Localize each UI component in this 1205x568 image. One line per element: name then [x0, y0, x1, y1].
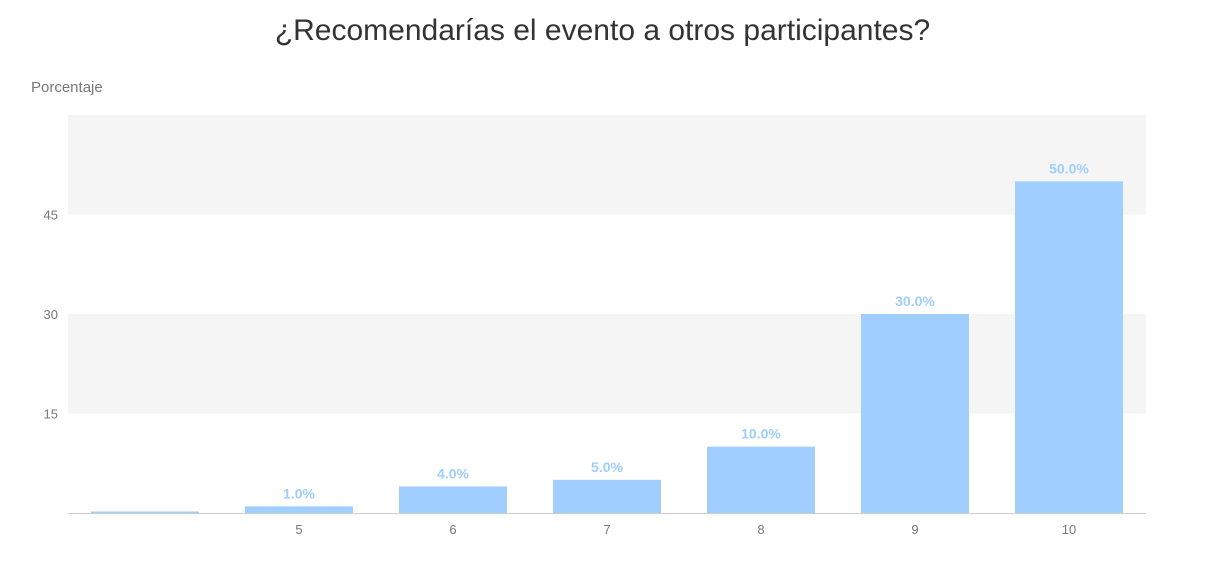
bar [245, 506, 353, 513]
data-label: 10.0% [741, 426, 781, 442]
bar [707, 446, 815, 513]
y-tick-label: 30 [44, 307, 58, 322]
grid-band [68, 115, 1146, 215]
bar [399, 486, 507, 513]
x-tick-label: 5 [295, 522, 302, 537]
data-label: 30.0% [895, 293, 935, 309]
x-tick-label: 8 [757, 522, 764, 537]
x-tick-label: 10 [1062, 522, 1076, 537]
bar [1015, 181, 1123, 514]
bar [553, 479, 661, 513]
data-label: 4.0% [437, 465, 469, 481]
y-tick-label: 15 [44, 407, 58, 422]
bar [861, 314, 969, 513]
grid-band [68, 314, 1146, 414]
x-tick-label: 7 [603, 522, 610, 537]
data-label: 5.0% [591, 459, 623, 475]
y-tick-label: 45 [44, 208, 58, 223]
x-tick-label: 9 [911, 522, 918, 537]
chart-title: ¿Recomendarías el evento a otros partici… [274, 14, 931, 47]
y-axis-label: Porcentaje [31, 79, 103, 96]
data-label: 50.0% [1049, 160, 1089, 176]
bar [91, 511, 199, 513]
data-label: 1.0% [283, 485, 315, 501]
x-tick-label: 6 [449, 522, 456, 537]
